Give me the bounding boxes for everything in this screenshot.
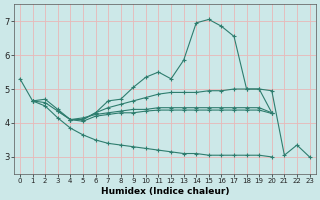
X-axis label: Humidex (Indice chaleur): Humidex (Indice chaleur)	[100, 187, 229, 196]
